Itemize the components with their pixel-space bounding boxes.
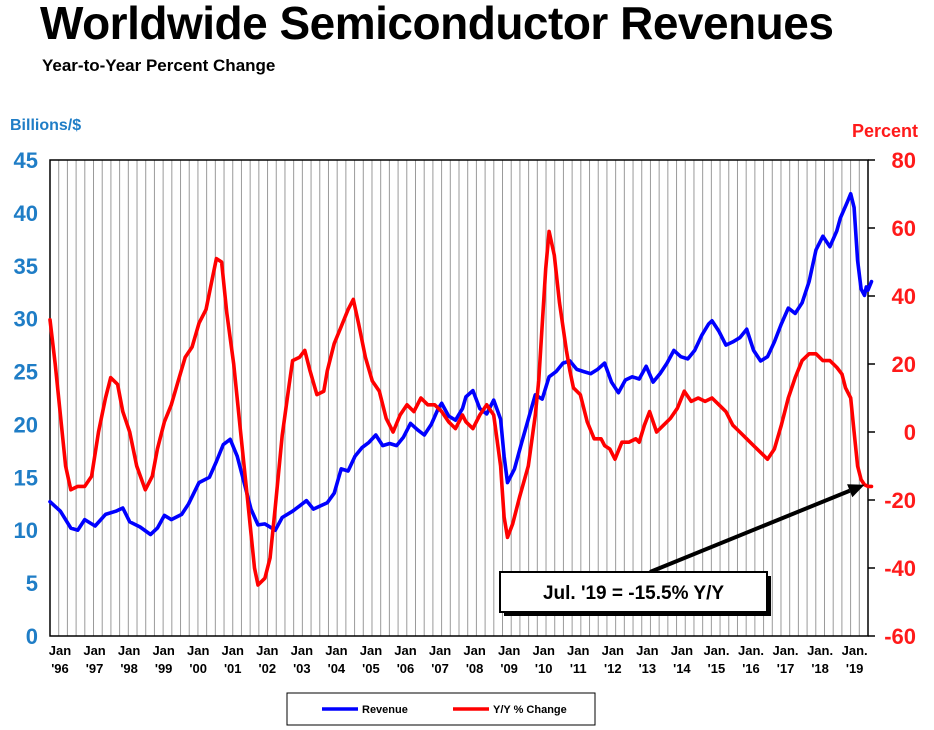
- right-axis-tick-label: -60: [884, 624, 916, 649]
- plot-frame: [49, 159, 869, 637]
- x-tick-month: Jan: [152, 643, 174, 658]
- x-tick-month: Jan: [291, 643, 313, 658]
- x-tick-year: '15: [708, 661, 726, 676]
- x-tick-year: '96: [51, 661, 69, 676]
- x-tick-year: '01: [224, 661, 242, 676]
- x-tick-month: Jan.: [773, 643, 799, 658]
- x-tick-month: Jan.: [842, 643, 868, 658]
- yoy-change-line: [48, 229, 874, 587]
- legend-label: Revenue: [362, 704, 408, 716]
- annotation-arrow-line: [649, 488, 851, 574]
- x-tick-year: '99: [155, 661, 173, 676]
- x-tick-year: '00: [189, 661, 207, 676]
- x-tick-month: Jan.: [738, 643, 764, 658]
- left-axis-tick-label: 15: [14, 465, 38, 490]
- annotation-text: Jul. '19 = -15.5% Y/Y: [543, 583, 724, 604]
- right-axis-tick-label: 0: [904, 420, 916, 445]
- x-tick-month: Jan: [394, 643, 416, 658]
- series-lines: [48, 192, 874, 587]
- x-tick-month: Jan: [256, 643, 278, 658]
- x-tick-month: Jan.: [807, 643, 833, 658]
- x-tick-month: Jan: [83, 643, 105, 658]
- right-axis-ticks: -60 -40 -20 0 20 40 60 80: [868, 148, 916, 649]
- x-tick-year: '19: [846, 661, 864, 676]
- x-tick-month: Jan: [532, 643, 554, 658]
- x-tick-month: Jan: [325, 643, 347, 658]
- right-axis-tick-label: 80: [892, 148, 916, 173]
- x-axis-ticks: Jan '96 Jan '97 Jan '98 Jan '99 Jan '00 Jan '01 Jan '…: [49, 643, 868, 676]
- x-tick-year: '12: [604, 661, 622, 676]
- right-axis-tick-label: 60: [892, 216, 916, 241]
- left-axis-tick-label: 45: [14, 148, 38, 173]
- x-tick-year: '97: [86, 661, 104, 676]
- right-axis-tick-label: -40: [884, 556, 916, 581]
- left-axis-tick-label: 30: [14, 307, 38, 332]
- plot-border: [49, 159, 869, 637]
- annotation-box: [499, 571, 768, 613]
- chart-subtitle: Year-to-Year Percent Change: [42, 56, 276, 75]
- left-axis-ticks: 0 5 10 15 20 25 30 35 40 45: [14, 148, 38, 649]
- right-axis-tick-label: 40: [892, 284, 916, 309]
- x-tick-year: '14: [673, 661, 691, 676]
- x-tick-month: Jan: [118, 643, 140, 658]
- x-tick-month: Jan: [429, 643, 451, 658]
- right-axis-tick-label: 20: [892, 352, 916, 377]
- x-tick-year: '06: [397, 661, 415, 676]
- left-axis-tick-label: 10: [14, 518, 38, 543]
- x-tick-year: '08: [466, 661, 484, 676]
- left-axis-tick-label: 25: [14, 360, 38, 385]
- right-axis-tick-label: -20: [884, 488, 916, 513]
- x-tick-year: '10: [535, 661, 553, 676]
- x-tick-year: '03: [293, 661, 311, 676]
- legend-label: Y/Y % Change: [493, 704, 567, 716]
- left-axis-tick-label: 35: [14, 254, 38, 279]
- grid-lines: [58, 160, 860, 636]
- x-tick-month: Jan: [49, 643, 71, 658]
- annotation: Jul. '19 = -15.5% Y/Y: [499, 484, 865, 616]
- x-tick-month: Jan: [463, 643, 485, 658]
- x-tick-year: '09: [500, 661, 518, 676]
- left-axis-tick-label: 0: [26, 624, 38, 649]
- x-tick-year: '07: [431, 661, 449, 676]
- x-tick-month: Jan: [602, 643, 624, 658]
- x-tick-month: Jan: [671, 643, 693, 658]
- revenue-line: [48, 192, 874, 537]
- x-tick-year: '16: [742, 661, 760, 676]
- x-tick-year: '13: [639, 661, 657, 676]
- x-tick-year: '18: [811, 661, 829, 676]
- x-tick-year: '02: [259, 661, 277, 676]
- x-tick-month: Jan: [498, 643, 520, 658]
- x-tick-year: '17: [777, 661, 795, 676]
- x-tick-year: '05: [362, 661, 380, 676]
- x-tick-year: '98: [120, 661, 138, 676]
- x-tick-month: Jan.: [703, 643, 729, 658]
- x-tick-month: Jan: [360, 643, 382, 658]
- x-tick-month: Jan: [222, 643, 244, 658]
- left-axis-tick-label: 40: [14, 201, 38, 226]
- legend: Revenue Y/Y % Change: [286, 692, 596, 726]
- x-tick-month: Jan: [187, 643, 209, 658]
- annotation-arrow-head: [847, 484, 865, 498]
- left-axis-tick-label: 20: [14, 412, 38, 437]
- x-tick-month: Jan: [636, 643, 658, 658]
- x-tick-year: '04: [328, 661, 346, 676]
- left-axis-tick-label: 5: [26, 571, 38, 596]
- chart-title: Worldwide Semiconductor Revenues: [40, 0, 834, 49]
- left-axis-label: Billions/$: [10, 117, 82, 134]
- x-tick-month: Jan: [567, 643, 589, 658]
- x-tick-year: '11: [570, 661, 587, 676]
- right-axis-label: Percent: [851, 121, 918, 141]
